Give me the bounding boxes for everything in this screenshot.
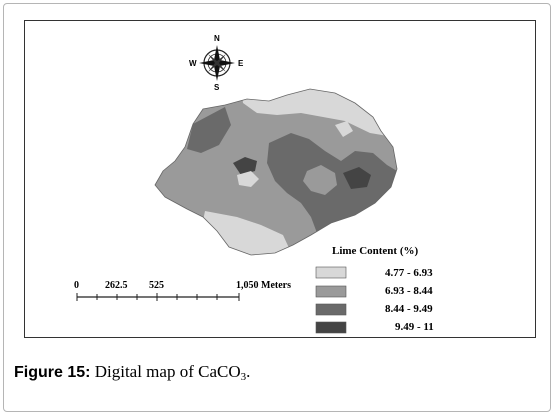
zone-darkest-1 [233, 157, 257, 175]
scale-label: 0 [74, 280, 79, 291]
legend-swatches [315, 266, 347, 334]
legend-swatch [315, 303, 347, 316]
legend-label: 8.44 - 9.49 [385, 303, 433, 315]
compass-south: S [214, 83, 220, 92]
legend-label: 9.49 - 11 [395, 321, 434, 333]
scale-label: 1,050 Meters [236, 280, 291, 291]
caption-label: Figure 15: [14, 364, 91, 381]
caption-tail: . [246, 362, 251, 381]
compass-rose-icon [199, 45, 235, 81]
figure-frame: N S E W Lime Content (%) 4.77 - 6.93 6.9… [3, 3, 551, 412]
region-outline [154, 88, 398, 256]
caption-subscript: 3 [240, 371, 247, 383]
scale-label: 525 [149, 280, 164, 291]
scale-bar [76, 293, 240, 301]
compass-north: N [214, 34, 220, 43]
figure-caption: Figure 15: Digital map of CaCO3. [14, 362, 251, 383]
legend-title: Lime Content (%) [332, 245, 419, 257]
map-panel: N S E W Lime Content (%) 4.77 - 6.93 6.9… [24, 20, 536, 338]
scale-label: 262.5 [105, 280, 128, 291]
legend-swatch [315, 285, 347, 298]
compass-east: E [238, 59, 244, 68]
lime-content-map [76, 45, 398, 334]
zone-medium-island [303, 165, 337, 195]
zone-light-patch [335, 121, 353, 137]
zone-darkgrey-west [187, 107, 231, 153]
map-region [155, 89, 397, 255]
legend-swatch [315, 266, 347, 279]
compass-west: W [189, 59, 197, 68]
zone-darkest-2 [343, 167, 371, 189]
caption-text: Digital map of CaCO [94, 362, 241, 381]
legend-label: 4.77 - 6.93 [385, 267, 433, 279]
legend-label: 6.93 - 8.44 [385, 285, 433, 297]
legend-swatch [315, 321, 347, 334]
zone-light-west [237, 171, 259, 187]
